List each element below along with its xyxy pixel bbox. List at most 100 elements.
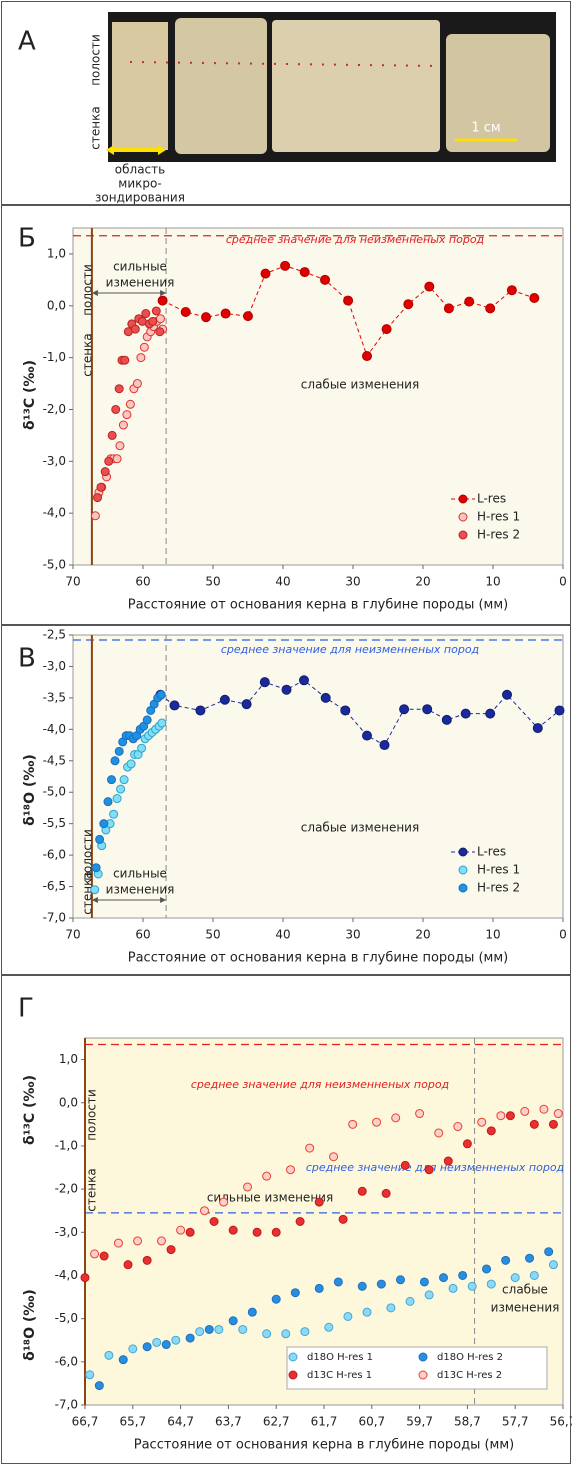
data-point (544, 1247, 554, 1257)
data-point (219, 1197, 229, 1207)
data-point (529, 1119, 539, 1129)
photo-label: зондирования (95, 191, 185, 205)
data-point (462, 1139, 472, 1149)
y-axis-label: δ¹⁸O (‰) (22, 1289, 38, 1361)
x-tick-label: 0 (559, 575, 567, 589)
data-point (357, 1186, 367, 1196)
data-point (453, 1122, 463, 1132)
data-point (107, 430, 117, 440)
annotation: полости (81, 264, 95, 316)
annotation: сильные (113, 260, 167, 274)
data-point (99, 819, 109, 829)
data-point (95, 834, 105, 844)
data-point (400, 1160, 410, 1170)
data-point (126, 759, 136, 769)
data-point (185, 1227, 195, 1237)
annotation: среднее значение для неизменненых пород (191, 1078, 449, 1091)
data-point (372, 1117, 382, 1127)
x-tick-label: 57,7 (502, 1415, 529, 1429)
data-point (100, 467, 110, 477)
data-point (169, 700, 180, 711)
scale-label: 1 см (471, 121, 500, 136)
legend-marker (418, 1352, 428, 1362)
y-tick-label: 0,0 (47, 298, 66, 312)
data-point (271, 1294, 281, 1304)
data-point (201, 312, 211, 323)
data-point (381, 324, 392, 335)
data-point (112, 454, 122, 464)
x-tick-label: 60,7 (358, 1415, 385, 1429)
panel-label: Г (18, 994, 34, 1024)
x-tick-label: 0 (559, 928, 567, 942)
data-point (176, 1225, 186, 1235)
legend-box (286, 1346, 548, 1390)
annotation: полости (81, 829, 95, 881)
legend-label: d13C H-res 1 (307, 1370, 372, 1381)
data-point (295, 1217, 305, 1226)
data-point (91, 863, 101, 873)
data-point (141, 309, 151, 319)
x-tick-label: 40 (275, 575, 290, 589)
data-point (156, 690, 166, 700)
data-point (238, 1324, 248, 1334)
y-tick-label: -6,0 (55, 1354, 78, 1368)
x-tick-label: 30 (345, 575, 360, 589)
data-point (485, 708, 496, 719)
annotation: среднее значение для неизменненых пород (221, 643, 479, 656)
x-tick-label: 20 (415, 575, 430, 589)
data-point (252, 1227, 262, 1237)
data-point (448, 1283, 458, 1293)
y-tick-label: -3,0 (55, 1225, 78, 1239)
data-point (419, 1277, 429, 1287)
data-point (214, 1324, 224, 1334)
x-tick-label: 20 (415, 928, 430, 942)
data-point (148, 316, 158, 326)
y-tick-label: -5,0 (43, 785, 66, 799)
y-tick-label: -3,5 (43, 690, 66, 704)
x-tick-label: 30 (345, 928, 360, 942)
y-tick-label: 1,0 (47, 246, 66, 260)
data-point (443, 303, 454, 314)
data-point (510, 1273, 520, 1283)
photo-label: стенка (89, 106, 103, 149)
data-point (299, 267, 310, 278)
data-point (505, 1111, 515, 1121)
data-point (467, 1281, 477, 1291)
y-tick-label: -6,5 (43, 879, 66, 893)
data-point (434, 1128, 444, 1138)
photo-label: область (115, 163, 165, 177)
annotation: среднее значение для неизменненых пород (226, 233, 484, 246)
annotation: стенка (81, 333, 95, 376)
x-tick-label: 56,7 (550, 1415, 572, 1429)
annotation: слабые изменения (301, 378, 419, 392)
data-point (281, 1329, 291, 1339)
data-point (155, 327, 165, 337)
annotation: изменения (106, 883, 175, 897)
data-point (228, 1316, 238, 1326)
data-point (122, 410, 132, 420)
data-point (395, 1275, 405, 1285)
data-point (142, 715, 152, 725)
legend-label: H-res 2 (477, 528, 520, 542)
data-point (142, 1342, 152, 1352)
x-tick-label: 50 (205, 575, 220, 589)
y-tick-label: -1,0 (55, 1138, 78, 1152)
y-axis-label: δ¹³C (‰) (22, 1075, 38, 1145)
data-point (243, 311, 253, 322)
panel-label: В (18, 644, 36, 674)
x-tick-label: 70 (65, 928, 80, 942)
data-point (195, 1327, 205, 1337)
y-axis-label: δ¹³C (‰) (22, 360, 38, 430)
legend-label: L-res (477, 845, 506, 859)
photo-label: микро- (118, 177, 161, 191)
data-point (343, 295, 354, 306)
data-point (424, 1165, 434, 1175)
data-point (280, 260, 291, 271)
data-point (111, 404, 121, 414)
data-point (379, 740, 390, 751)
data-point (161, 1340, 171, 1350)
data-point (333, 1277, 343, 1287)
y-tick-label: -3,0 (43, 659, 66, 673)
data-point (496, 1111, 506, 1121)
data-point (123, 1260, 133, 1270)
